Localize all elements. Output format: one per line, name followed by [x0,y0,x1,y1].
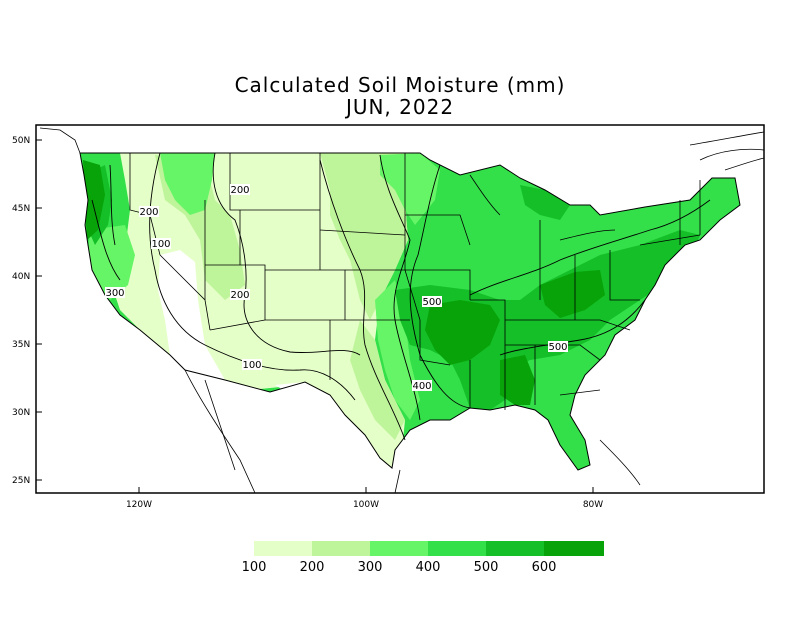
neighbor-coastlines [39,127,765,494]
color-legend: 100 200 300 400 500 600 [242,541,604,575]
lon-label: 120W [126,500,152,510]
contour-label: 200 [139,207,158,218]
contour-label: 100 [151,239,170,250]
legend-label: 500 [474,560,499,575]
legend-label: 400 [416,560,441,575]
legend-label: 200 [300,560,325,575]
lon-label: 100W [353,500,379,510]
lon-axis: 120W 100W 80W [126,487,603,510]
map-subtitle: JUN, 2022 [345,95,455,119]
contour-label-bg [105,287,125,298]
legend-swatch-300 [370,541,428,556]
field-100 [110,153,410,470]
lat-axis: 50N 45N 40N 35N 30N 25N [12,136,42,486]
legend-swatch-100 [254,541,312,556]
contour-label: 500 [548,342,567,353]
legend-swatch-400 [428,541,486,556]
state-borders [129,153,701,410]
map-title: Calculated Soil Moisture (mm) [234,73,566,97]
contour-label-bg [230,289,250,300]
contour-label: 300 [105,288,124,299]
contour-label-group: 200 200 100 300 200 100 500 400 500 [105,184,568,392]
us-outline [79,152,741,471]
contour-label: 500 [422,297,441,308]
legend-swatch-600 [544,541,604,556]
map-frame [35,124,765,494]
lat-label: 25N [12,476,30,486]
legend-swatch-200 [312,541,370,556]
contour-label-bg [548,341,568,352]
legend-label: 300 [358,560,383,575]
lat-label: 40N [12,272,30,282]
contour-label-bg [230,184,250,195]
lat-label: 35N [12,340,30,350]
field-200 [155,153,410,440]
legend-label: 100 [242,560,267,575]
contour-label: 200 [230,185,249,196]
field-500 [85,165,700,410]
legend-swatch-500 [486,541,544,556]
contour-label-bg [242,359,262,370]
contour-label-bg [139,206,159,217]
lat-label: 45N [12,204,30,214]
contour-label-bg [151,238,171,249]
lat-label: 30N [12,408,30,418]
contour-label-bg [412,380,432,391]
contour-label: 400 [412,381,431,392]
contour-label-bg [422,296,442,307]
lat-label: 50N [12,136,30,146]
contour-label: 200 [230,290,249,301]
lon-label: 80W [583,500,603,510]
contour-label: 100 [242,360,261,371]
field-600 [83,160,605,405]
legend-label: 600 [532,560,557,575]
